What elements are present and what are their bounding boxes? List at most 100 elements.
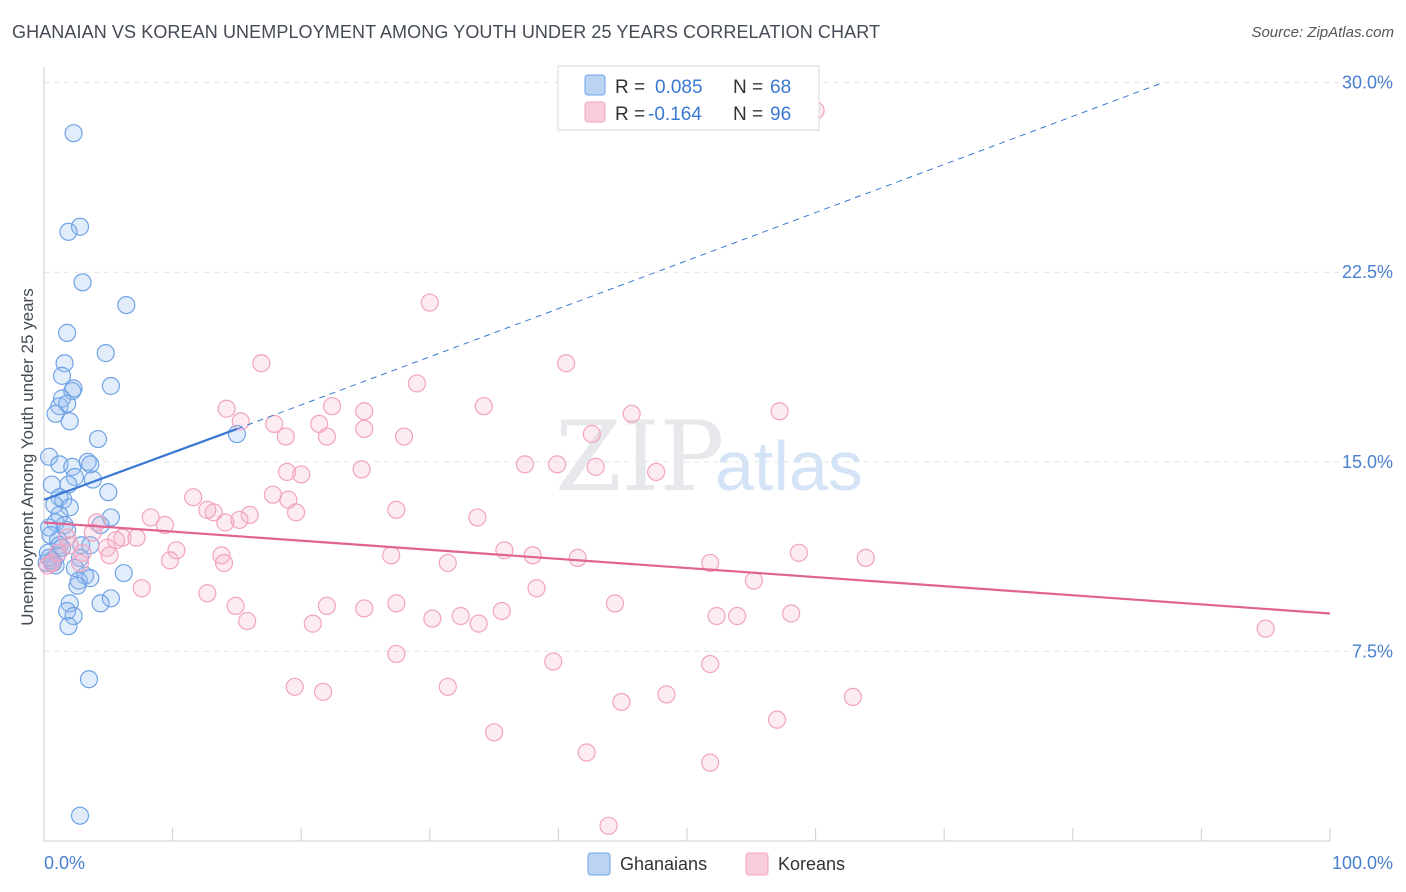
- grid-lines: [44, 82, 1392, 652]
- ghanaian-point: [64, 606, 83, 626]
- ghanaian-point: [70, 806, 90, 825]
- ghanaian-point: [52, 366, 72, 385]
- korean-point: [184, 488, 203, 507]
- korean-point: [226, 596, 245, 616]
- korean-point: [582, 424, 601, 444]
- korean-point: [286, 503, 306, 522]
- korean-point: [468, 508, 487, 527]
- ghanaian-point: [65, 467, 84, 487]
- korean-point: [1256, 619, 1275, 638]
- korean-point: [322, 397, 342, 416]
- korean-point: [277, 462, 297, 482]
- ghanaian-point: [40, 447, 59, 466]
- bottom-legend-label-koreans: Koreans: [778, 854, 845, 874]
- korean-point: [523, 546, 542, 565]
- korean-point: [438, 553, 457, 573]
- korean-point: [469, 614, 488, 633]
- korean-point: [586, 457, 605, 476]
- chart-title: GHANAIAN VS KOREAN UNEMPLOYMENT AMONG YO…: [12, 22, 881, 42]
- bottom-legend-label-ghanaians: Ghanaians: [620, 854, 707, 874]
- y-tick-label: 22.5%: [1342, 262, 1393, 282]
- koreans-points: [38, 101, 1275, 835]
- korean-point: [707, 606, 726, 626]
- korean-point: [605, 594, 625, 613]
- korean-point: [557, 354, 576, 373]
- koreans-trend-line: [43, 521, 1331, 615]
- ghanaian-point: [88, 429, 108, 449]
- korean-point: [701, 553, 720, 573]
- korean-point: [744, 571, 763, 590]
- legend-n-value-0: 68: [770, 77, 791, 98]
- korean-point: [767, 710, 787, 729]
- legend-r-value-1: -0.164: [648, 104, 702, 125]
- ghanaians-trend-line: [43, 427, 238, 501]
- ghanaian-point: [91, 594, 110, 613]
- ghanaian-point: [79, 670, 99, 689]
- korean-point: [387, 500, 406, 519]
- ghanaian-point: [58, 394, 77, 413]
- ghanaian-point: [117, 295, 136, 315]
- korean-point: [577, 743, 596, 762]
- ghanaian-point: [58, 323, 77, 342]
- ghanaian-point: [78, 452, 97, 471]
- korean-point: [701, 753, 720, 772]
- korean-point: [438, 677, 457, 696]
- watermark: ZIP atlas: [555, 401, 863, 513]
- korean-point: [127, 528, 146, 547]
- korean-point: [317, 427, 337, 446]
- korean-point: [355, 402, 374, 421]
- ghanaian-point: [64, 124, 83, 143]
- ghanaian-point: [60, 498, 79, 517]
- legend-swatch-ghanaians: [584, 74, 606, 96]
- korean-point: [100, 546, 119, 565]
- korean-point: [451, 606, 470, 626]
- korean-point: [647, 462, 666, 482]
- korean-point: [548, 455, 567, 474]
- korean-point: [527, 579, 546, 598]
- korean-point: [240, 505, 259, 525]
- korean-point: [599, 816, 618, 835]
- bottom-legend: Ghanaians Koreans: [587, 852, 845, 876]
- legend-r-label-0: R =: [615, 77, 645, 98]
- korean-point: [420, 293, 439, 312]
- korean-point: [230, 510, 249, 530]
- korean-point: [214, 553, 234, 573]
- korean-point: [70, 553, 90, 573]
- y-tick-label: 7.5%: [1352, 641, 1393, 661]
- korean-point: [612, 692, 631, 712]
- korean-point: [265, 414, 284, 434]
- korean-point: [382, 546, 401, 565]
- source-label: Source: ZipAtlas.com: [1251, 24, 1394, 41]
- ghanaian-point: [59, 617, 78, 636]
- ghanaian-point: [54, 490, 73, 509]
- korean-point: [355, 419, 374, 439]
- ghanaian-point: [101, 508, 120, 527]
- korean-point: [387, 594, 406, 613]
- korean-point: [843, 687, 862, 707]
- legend: R = 0.085 N = 68 R = -0.164 N = 96: [557, 65, 820, 131]
- korean-point: [141, 508, 160, 527]
- legend-swatch-koreans: [584, 101, 606, 123]
- korean-point: [83, 523, 102, 542]
- korean-point: [355, 599, 374, 618]
- korean-point: [317, 596, 337, 616]
- korean-point: [216, 513, 235, 532]
- korean-point: [492, 601, 511, 621]
- bottom-legend-swatch-koreans: [745, 852, 769, 876]
- ghanaians-trend-extension: [236, 82, 1163, 430]
- korean-point: [568, 548, 587, 567]
- ghanaian-point: [59, 222, 78, 241]
- korean-point: [782, 604, 801, 623]
- y-tick-labels: 7.5% 15.0% 22.5% 30.0%: [1342, 73, 1393, 662]
- ghanaian-point: [60, 412, 79, 431]
- korean-point: [313, 682, 333, 701]
- ghanaian-point: [68, 576, 87, 595]
- korean-point: [263, 485, 283, 504]
- ghanaian-point: [101, 589, 120, 608]
- ghanaian-point: [81, 455, 100, 474]
- korean-point: [198, 584, 217, 603]
- korean-point: [38, 556, 57, 575]
- ghanaian-point: [99, 483, 118, 502]
- ghanaian-point: [96, 344, 115, 363]
